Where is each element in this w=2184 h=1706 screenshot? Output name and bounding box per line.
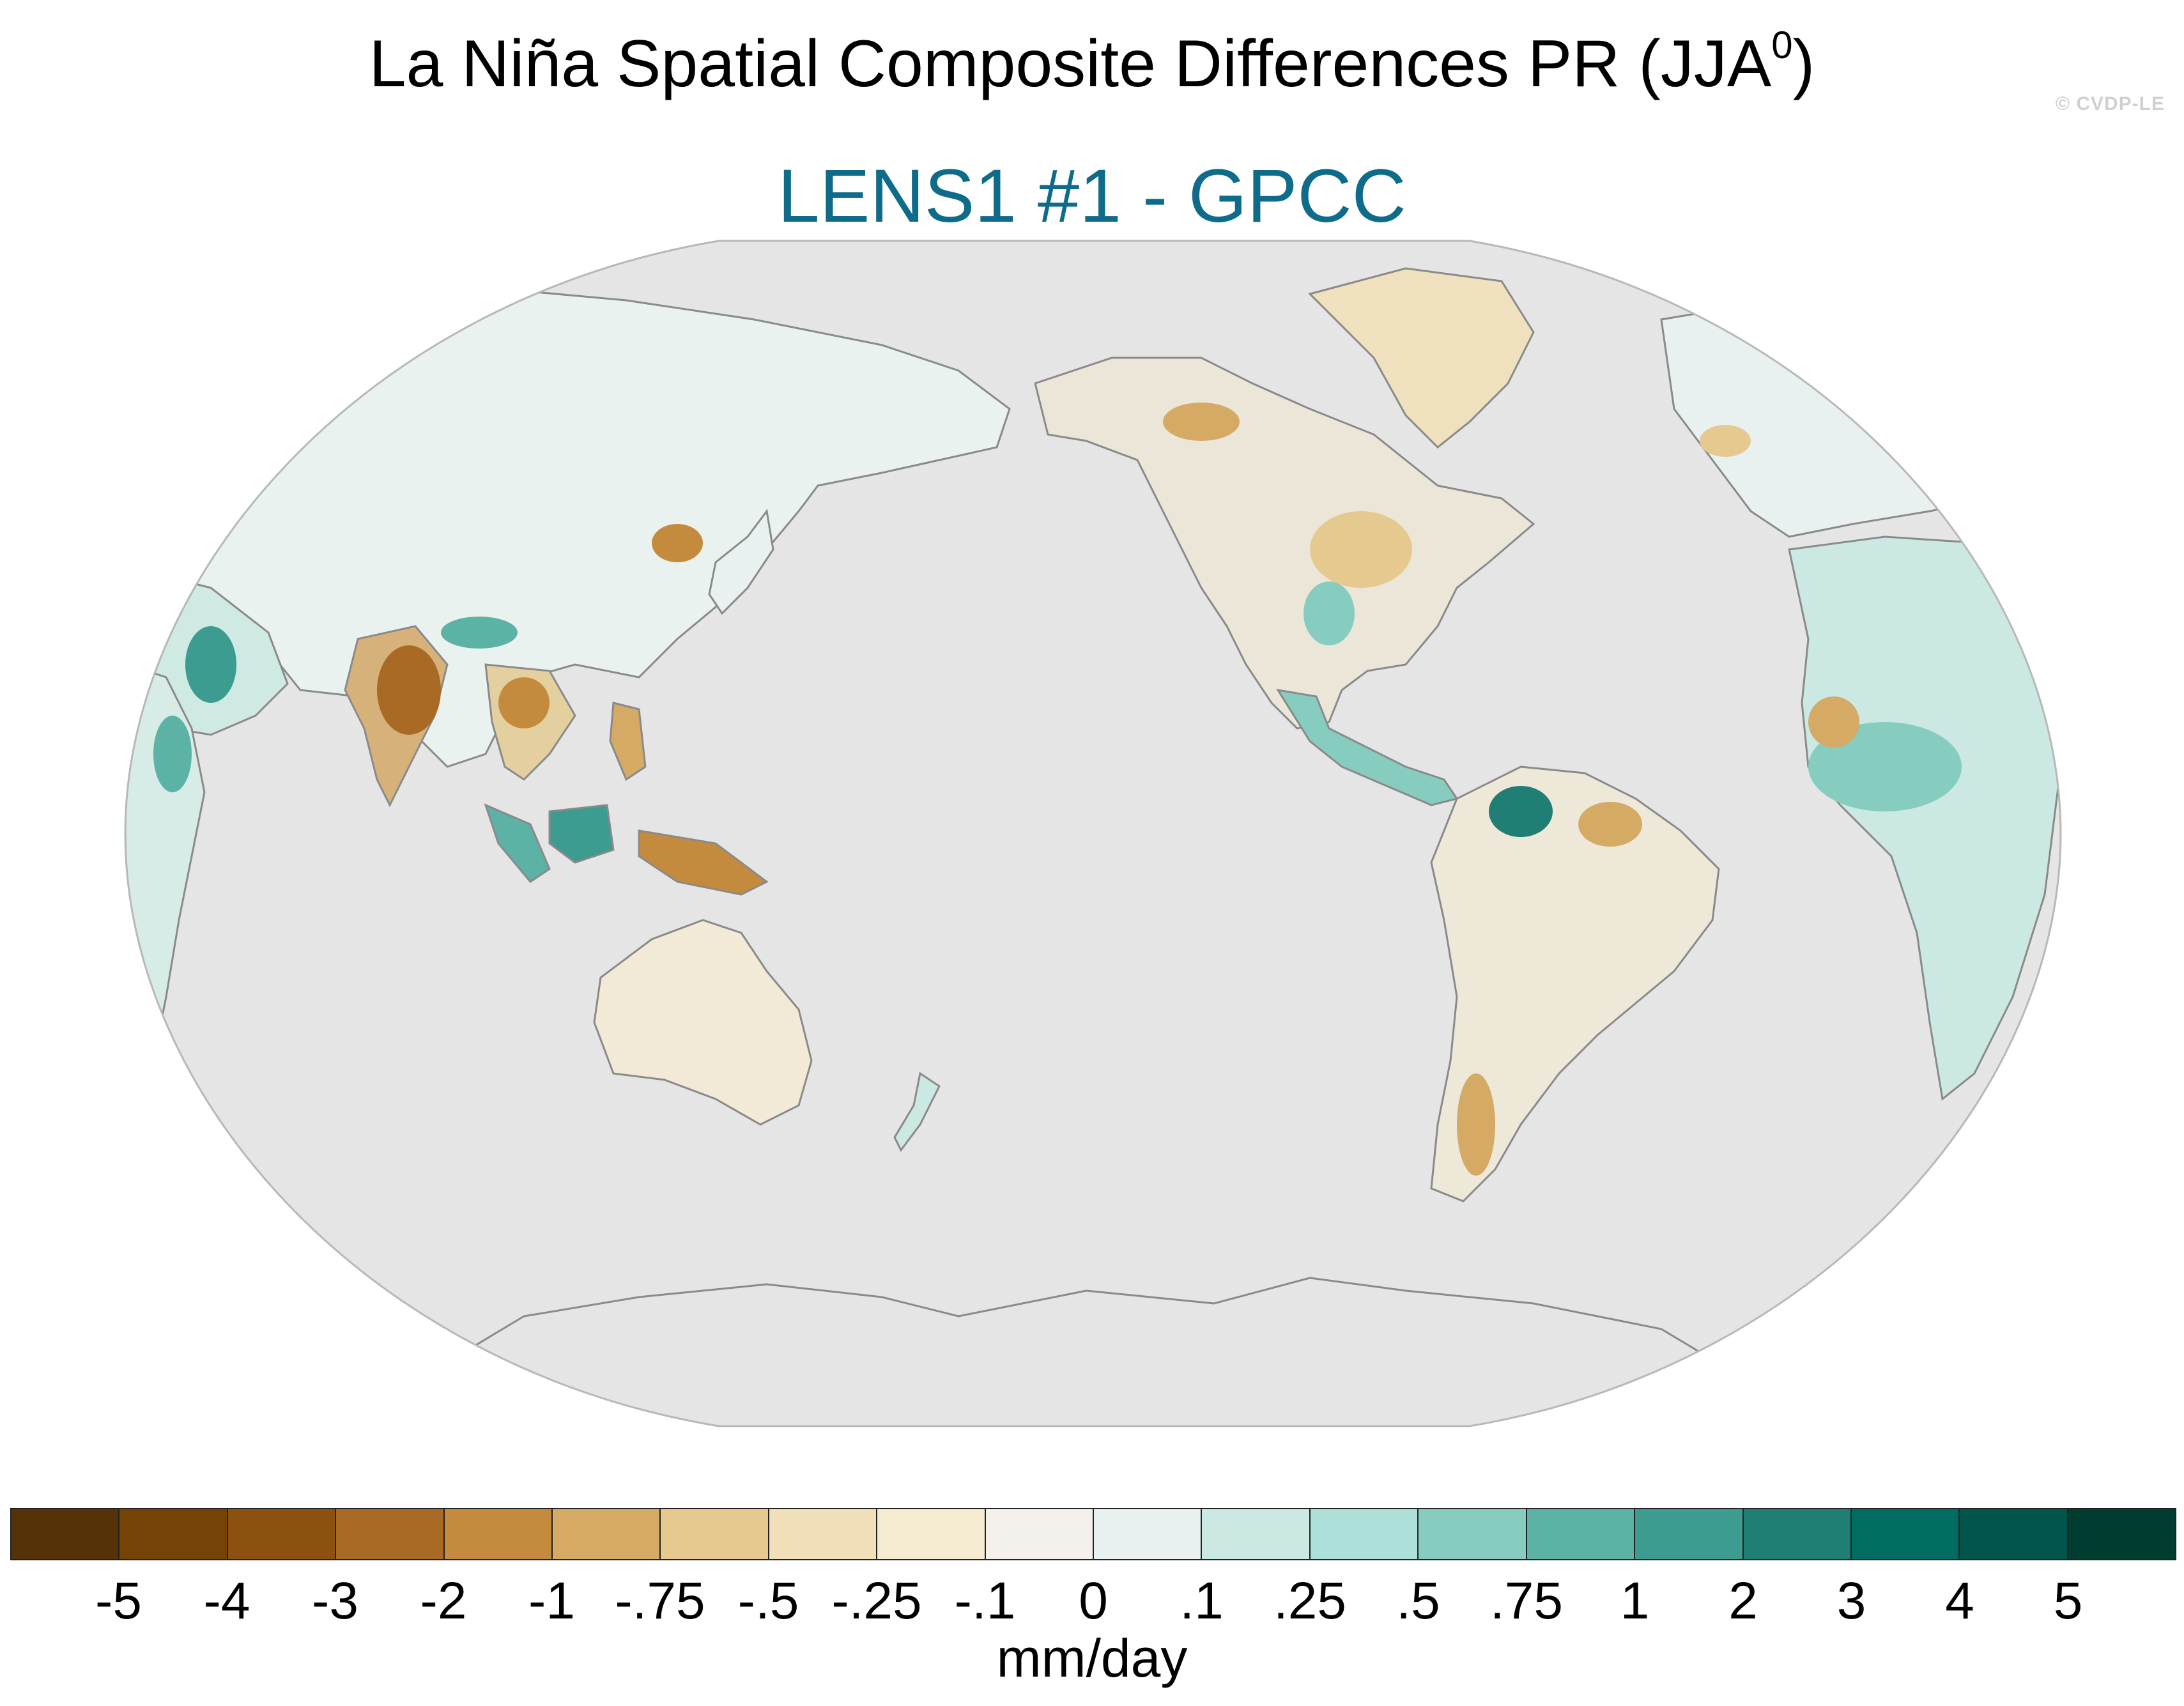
colorbar-tick-label: -2 xyxy=(420,1572,467,1630)
colorbar-swatch xyxy=(1094,1509,1203,1559)
colorbar-tick-label: -5 xyxy=(95,1572,142,1630)
anomaly-patch xyxy=(1163,403,1240,441)
colorbar-swatch xyxy=(1419,1509,1527,1559)
anomaly-patch xyxy=(153,716,192,792)
colorbar xyxy=(10,1508,2176,1560)
anomaly-patch xyxy=(1489,786,1553,837)
colorbar-tick-label: 1 xyxy=(1620,1572,1650,1630)
land-new-guinea xyxy=(638,829,769,896)
title-close: ) xyxy=(1792,27,1815,101)
land-philippines xyxy=(609,702,647,781)
colorbar-tick-label: 4 xyxy=(1945,1572,1974,1630)
colorbar-tick-label: -3 xyxy=(312,1572,358,1630)
colorbar-tick-label: 2 xyxy=(1728,1572,1758,1630)
colorbar-swatch xyxy=(661,1509,769,1559)
colorbar-tick-label: -.25 xyxy=(831,1572,922,1630)
land-south-america xyxy=(1430,765,1720,1203)
anomaly-patch xyxy=(1808,696,1859,748)
colorbar-tick-label: -.5 xyxy=(737,1572,799,1630)
colorbar-swatch xyxy=(2068,1509,2176,1559)
colorbar-tick-label: -4 xyxy=(203,1572,250,1630)
colorbar-swatch xyxy=(1310,1509,1419,1559)
anomaly-patch xyxy=(652,524,703,562)
colorbar-labels: -5 -4 -3 -2 -1 -.75 -.5 -.25 -.1 0 .1 .25 .5 .75 1 2 3 4 5 xyxy=(10,1569,2176,1633)
colorbar-swatch xyxy=(12,1509,120,1559)
colorbar-swatch xyxy=(1635,1509,1744,1559)
colorbar-swatch xyxy=(1960,1509,2068,1559)
colorbar-swatch xyxy=(877,1509,986,1559)
watermark: © CVDP-LE xyxy=(2055,93,2165,114)
colorbar-swatch xyxy=(1851,1509,1960,1559)
colorbar-swatch xyxy=(444,1509,553,1559)
land-greenland xyxy=(1308,267,1535,449)
colorbar-swatch xyxy=(336,1509,445,1559)
title-superscript: 0 xyxy=(1771,24,1793,66)
land-borneo xyxy=(548,804,615,864)
anomaly-patch xyxy=(1700,425,1751,457)
colorbar-tick-label: 5 xyxy=(2053,1572,2083,1630)
anomaly-patch xyxy=(185,626,236,703)
anomaly-patch xyxy=(1808,722,1962,811)
colorbar-swatch xyxy=(1526,1509,1636,1559)
colorbar-tick-label: 0 xyxy=(1079,1572,1108,1630)
land-australia xyxy=(593,919,813,1126)
title-text: La Niña Spatial Composite Differences PR… xyxy=(369,27,1772,101)
anomaly-patch xyxy=(441,617,518,649)
colorbar-tick-label: 3 xyxy=(1836,1572,1866,1630)
globe-outline xyxy=(124,240,2062,1427)
anomaly-patch xyxy=(1578,802,1642,847)
colorbar-swatch xyxy=(1202,1509,1311,1559)
colorbar-swatch xyxy=(985,1509,1095,1559)
anomaly-patch xyxy=(377,645,441,735)
colorbar-swatch xyxy=(227,1509,337,1559)
anomaly-patch xyxy=(192,383,294,434)
figure-subtitle: LENS1 #1 - GPCC xyxy=(778,154,1406,238)
colorbar-swatch xyxy=(769,1509,878,1559)
figure-title: La Niña Spatial Composite Differences PR… xyxy=(0,24,2184,113)
anomaly-patch xyxy=(1310,511,1412,588)
land-north-america xyxy=(1034,357,1535,730)
land-central-america xyxy=(1275,688,1459,806)
colorbar-swatch xyxy=(553,1509,661,1559)
colorbar-swatch xyxy=(1743,1509,1852,1559)
colorbar-tick-label: .75 xyxy=(1490,1572,1563,1630)
colorbar-tick-label: -1 xyxy=(528,1572,575,1630)
colorbar-swatch xyxy=(119,1509,228,1559)
land-antarctica xyxy=(446,1277,1726,1426)
land-sumatra xyxy=(484,803,551,883)
colorbar-tick-label: .1 xyxy=(1180,1572,1224,1630)
land-new-zealand xyxy=(893,1072,941,1152)
colorbar-tick-label: .5 xyxy=(1396,1572,1440,1630)
anomaly-patch xyxy=(498,677,550,728)
colorbar-tick-label: -.75 xyxy=(615,1572,705,1630)
land-japan xyxy=(708,509,774,615)
anomaly-patch xyxy=(1457,1073,1495,1176)
colorbar-units: mm/day xyxy=(996,1628,1188,1688)
colorbar-tick-label: -.1 xyxy=(954,1572,1016,1630)
anomaly-patch xyxy=(1303,581,1355,645)
colorbar-tick-label: .25 xyxy=(1273,1572,1346,1630)
